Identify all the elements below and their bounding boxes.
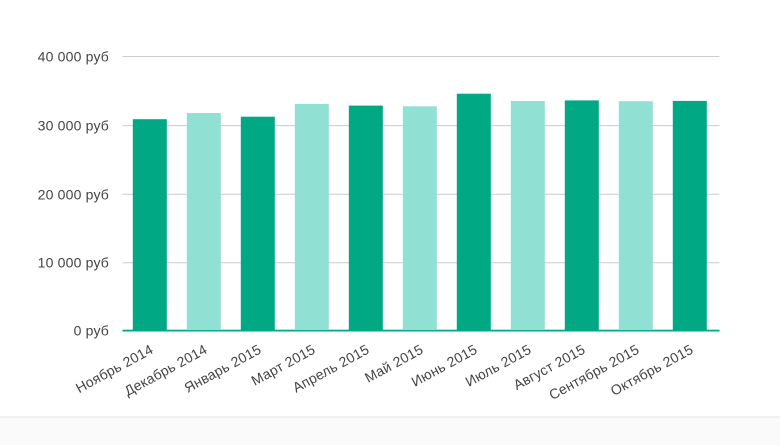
svg-text:0 руб: 0 руб [74,323,109,339]
svg-text:30 000 руб: 30 000 руб [38,118,109,134]
svg-text:20 000 руб: 20 000 руб [38,186,109,202]
svg-text:40 000 руб: 40 000 руб [38,49,109,65]
svg-text:10 000 руб: 10 000 руб [38,255,109,271]
